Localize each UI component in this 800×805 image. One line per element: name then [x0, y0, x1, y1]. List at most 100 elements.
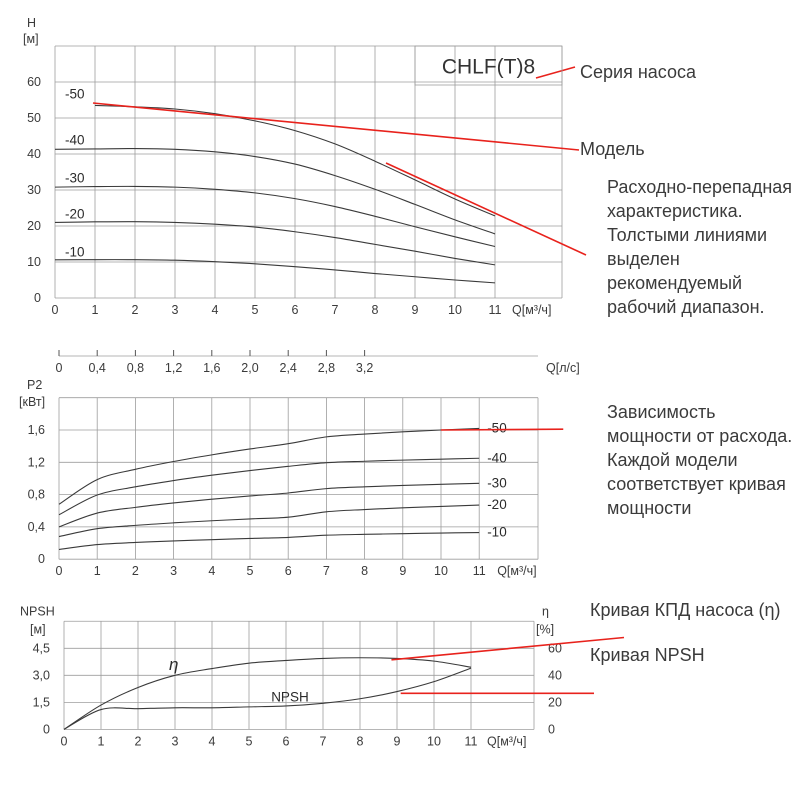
svg-text:P2: P2: [27, 378, 42, 392]
svg-text:Толстыми линиями: Толстыми линиями: [607, 225, 767, 245]
svg-text:1,5: 1,5: [33, 695, 50, 709]
svg-text:2: 2: [135, 734, 142, 748]
svg-text:соответствует кривая: соответствует кривая: [607, 474, 786, 494]
svg-text:0,8: 0,8: [28, 488, 45, 502]
svg-text:Серия насоса: Серия насоса: [580, 62, 697, 82]
svg-text:мощности от расхода.: мощности от расхода.: [607, 426, 792, 446]
svg-text:0,4: 0,4: [89, 361, 106, 375]
svg-text:0: 0: [548, 722, 555, 736]
svg-text:0: 0: [38, 552, 45, 566]
svg-text:5: 5: [246, 734, 253, 748]
svg-text:[м]: [м]: [30, 622, 46, 636]
svg-text:7: 7: [323, 564, 330, 578]
svg-text:8: 8: [372, 303, 379, 317]
svg-text:η: η: [542, 604, 549, 618]
svg-text:рекомендуемый: рекомендуемый: [607, 273, 742, 293]
svg-text:Каждой модели: Каждой модели: [607, 450, 738, 470]
svg-text:-30: -30: [65, 170, 85, 185]
svg-text:2: 2: [132, 564, 139, 578]
svg-text:Кривая NPSH: Кривая NPSH: [590, 645, 705, 665]
svg-text:0: 0: [61, 734, 68, 748]
svg-text:5: 5: [252, 303, 259, 317]
svg-text:H: H: [27, 16, 36, 30]
svg-text:[кВт]: [кВт]: [19, 395, 45, 409]
svg-text:8: 8: [357, 734, 364, 748]
svg-text:CHLF(T)8: CHLF(T)8: [442, 56, 535, 79]
svg-text:10: 10: [434, 564, 448, 578]
svg-text:10: 10: [448, 303, 462, 317]
svg-text:Q[л/с]: Q[л/с]: [546, 361, 580, 375]
svg-text:Модель: Модель: [580, 139, 645, 159]
svg-text:0,8: 0,8: [127, 361, 144, 375]
svg-text:-50: -50: [65, 87, 85, 102]
svg-text:-10: -10: [65, 245, 85, 260]
svg-text:1: 1: [98, 734, 105, 748]
svg-text:2,4: 2,4: [280, 361, 297, 375]
svg-text:3,2: 3,2: [356, 361, 373, 375]
svg-text:20: 20: [548, 695, 562, 709]
svg-text:7: 7: [332, 303, 339, 317]
svg-text:6: 6: [285, 564, 292, 578]
svg-text:0: 0: [34, 291, 41, 305]
svg-text:1,6: 1,6: [203, 361, 220, 375]
svg-text:9: 9: [399, 564, 406, 578]
svg-text:η: η: [169, 655, 178, 674]
svg-text:9: 9: [412, 303, 419, 317]
svg-text:11: 11: [489, 303, 502, 317]
svg-text:-40: -40: [487, 450, 507, 465]
svg-text:2,0: 2,0: [241, 361, 258, 375]
svg-text:3: 3: [170, 564, 177, 578]
svg-text:60: 60: [27, 75, 41, 89]
svg-text:характеристика.: характеристика.: [607, 201, 743, 221]
svg-text:7: 7: [320, 734, 327, 748]
svg-text:Зависимость: Зависимость: [607, 402, 716, 422]
svg-text:5: 5: [247, 564, 254, 578]
svg-text:10: 10: [27, 255, 41, 269]
svg-text:Q[м³/ч]: Q[м³/ч]: [512, 303, 551, 317]
svg-text:11: 11: [473, 564, 486, 578]
svg-text:11: 11: [465, 734, 478, 748]
svg-text:0: 0: [56, 361, 63, 375]
svg-text:6: 6: [283, 734, 290, 748]
svg-text:Q[м³/ч]: Q[м³/ч]: [497, 564, 536, 578]
svg-text:-20: -20: [487, 497, 507, 512]
svg-text:4: 4: [209, 734, 216, 748]
svg-text:4,5: 4,5: [33, 641, 50, 655]
svg-text:1,2: 1,2: [28, 455, 45, 469]
svg-text:0,4: 0,4: [28, 520, 45, 534]
svg-text:2: 2: [132, 303, 139, 317]
svg-text:40: 40: [27, 147, 41, 161]
svg-text:9: 9: [394, 734, 401, 748]
svg-text:10: 10: [427, 734, 441, 748]
svg-text:6: 6: [292, 303, 299, 317]
svg-text:Q[м³/ч]: Q[м³/ч]: [487, 734, 526, 748]
svg-text:NPSH: NPSH: [271, 689, 309, 704]
svg-text:выделен: выделен: [607, 249, 680, 269]
svg-text:-40: -40: [65, 132, 85, 147]
svg-text:[м]: [м]: [23, 32, 39, 46]
svg-text:[%]: [%]: [536, 622, 554, 636]
svg-text:Кривая КПД насоса (η): Кривая КПД насоса (η): [590, 600, 780, 620]
svg-text:1: 1: [94, 564, 101, 578]
svg-text:1,2: 1,2: [165, 361, 182, 375]
svg-text:-30: -30: [487, 475, 507, 490]
svg-text:NPSH: NPSH: [20, 604, 55, 618]
svg-text:50: 50: [27, 111, 41, 125]
svg-text:-10: -10: [487, 525, 507, 540]
svg-text:1: 1: [92, 303, 99, 317]
svg-text:30: 30: [27, 183, 41, 197]
svg-text:-20: -20: [65, 206, 85, 221]
svg-text:4: 4: [208, 564, 215, 578]
svg-text:рабочий диапазон.: рабочий диапазон.: [607, 297, 765, 317]
svg-text:-50: -50: [487, 420, 507, 435]
svg-text:4: 4: [212, 303, 219, 317]
svg-text:8: 8: [361, 564, 368, 578]
svg-text:3: 3: [172, 734, 179, 748]
svg-text:3,0: 3,0: [33, 668, 50, 682]
svg-text:0: 0: [43, 722, 50, 736]
svg-text:1,6: 1,6: [28, 423, 45, 437]
svg-text:Расходно-перепадная: Расходно-перепадная: [607, 177, 792, 197]
svg-text:0: 0: [56, 564, 63, 578]
svg-text:0: 0: [52, 303, 59, 317]
svg-text:3: 3: [172, 303, 179, 317]
